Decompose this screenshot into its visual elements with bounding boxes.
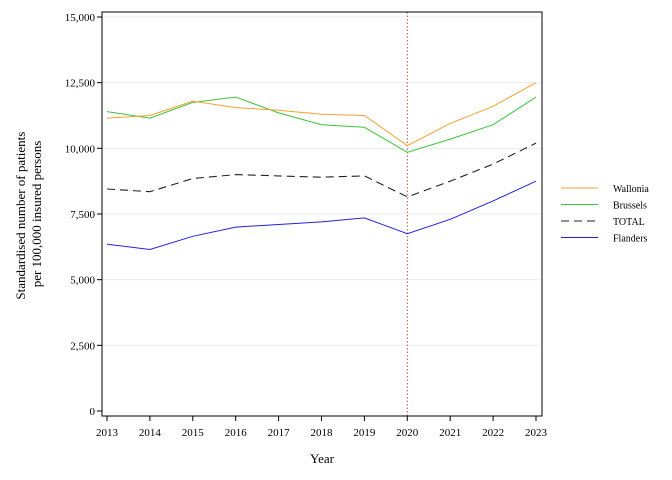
x-tick-label: 2017 <box>268 427 291 439</box>
legend: Wallonia Brussels TOTAL Flanders <box>561 184 649 245</box>
y-axis: 0 2,500 5,000 7,500 10,000 12,500 15,000 <box>65 12 102 418</box>
x-tick-label: 2023 <box>525 427 548 439</box>
series-lines <box>106 82 537 251</box>
x-tick-label: 2022 <box>482 427 504 439</box>
x-axis: 2013 2014 2015 2016 2017 2018 2019 2020 2021 2022… <box>96 416 548 439</box>
y-tick-label: 7,500 <box>70 209 95 221</box>
legend-label-brussels: Brussels <box>613 201 647 212</box>
x-tick-label: 2020 <box>396 427 419 439</box>
series-line-wallonia <box>106 82 537 147</box>
x-tick-label: 2015 <box>182 427 205 439</box>
series-line-total <box>106 142 537 198</box>
y-tick-label: 10,000 <box>65 143 96 155</box>
x-tick-label: 2019 <box>353 427 376 439</box>
x-tick-label: 2021 <box>439 427 461 439</box>
x-tick-label: 2014 <box>139 427 162 439</box>
series-line-flanders <box>106 180 537 251</box>
y-tick-label: 15,000 <box>65 12 96 24</box>
x-tick-label: 2013 <box>96 427 119 439</box>
y-axis-title-line-2: per 100,000 insured persons <box>29 141 44 288</box>
y-tick-label: 12,500 <box>65 78 96 90</box>
x-tick-label: 2018 <box>311 427 334 439</box>
legend-label-wallonia: Wallonia <box>613 184 649 195</box>
legend-label-total: TOTAL <box>613 217 645 228</box>
x-tick-label: 2016 <box>225 427 248 439</box>
gridlines <box>102 16 542 346</box>
y-tick-label: 2,500 <box>70 340 95 352</box>
y-tick-label: 0 <box>90 406 96 418</box>
y-axis-title-line-1: Standardised number of patients <box>13 132 28 300</box>
y-axis-title: Standardised number of patients per 100,… <box>13 128 44 299</box>
legend-label-flanders: Flanders <box>613 234 648 245</box>
x-axis-title: Year <box>310 451 335 466</box>
y-tick-label: 5,000 <box>70 275 95 287</box>
series-line-brussels <box>106 96 537 153</box>
